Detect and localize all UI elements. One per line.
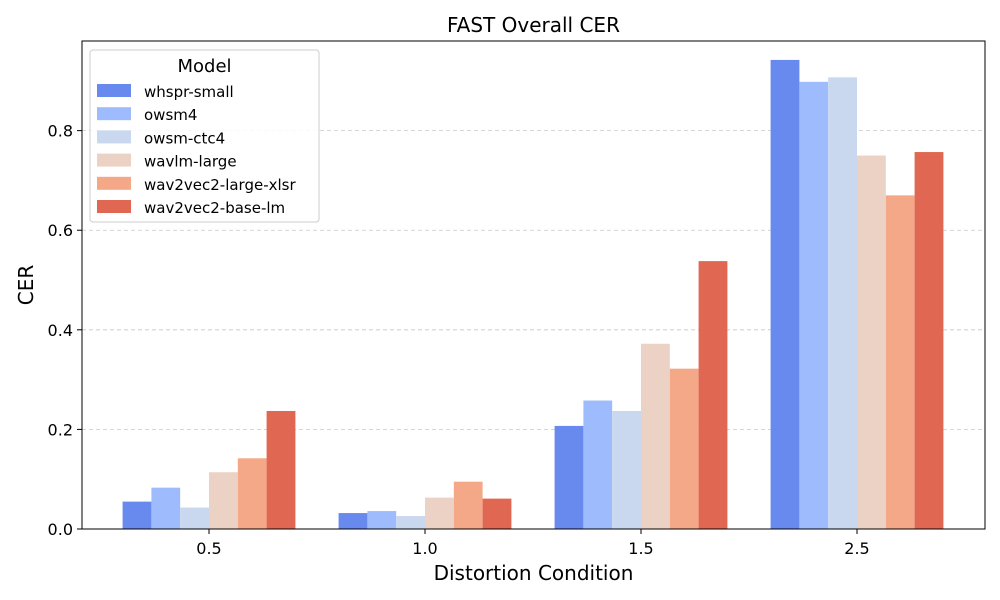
legend-swatch-wav2vec2-large-xlsr <box>97 176 131 190</box>
legend: Model whspr-small owsm4 owsm-ctc4 wavlm-lar… <box>89 49 320 223</box>
bar-wavlm-large-2.5 <box>857 155 886 529</box>
bar-owsm4-0.5 <box>151 487 181 529</box>
bar-wav2vec2-base-lm-1.5 <box>698 261 728 529</box>
bar-wav2vec2-large-xlsr-1.5 <box>669 368 699 529</box>
legend-swatch-owsm4 <box>97 107 131 121</box>
legend-label-whspr-small: whspr-small <box>144 83 234 101</box>
x-tick-label: 0.5 <box>196 539 221 558</box>
bar-wavlm-large-1.5 <box>641 343 670 529</box>
bar-wav2vec2-large-xlsr-2.5 <box>885 195 915 529</box>
bar-wav2vec2-large-xlsr-0.5 <box>237 458 267 529</box>
bar-whspr-small-0.5 <box>122 501 152 529</box>
bar-owsm-ctc4-2.5 <box>828 77 857 530</box>
x-tick-label: 1.5 <box>628 539 653 558</box>
y-tick-label: 0.8 <box>48 122 73 141</box>
bar-owsm-ctc4-1.0 <box>396 516 425 529</box>
legend-swatch-owsm-ctc4 <box>97 130 131 144</box>
legend-swatch-wavlm-large <box>97 153 131 167</box>
bar-whspr-small-1.0 <box>338 513 368 529</box>
legend-label-wavlm-large: wavlm-large <box>144 153 237 171</box>
x-tick-label: 2.5 <box>844 539 869 558</box>
bar-whspr-small-2.5 <box>770 59 800 529</box>
legend-swatch-wav2vec2-base-lm <box>97 200 131 213</box>
bar-wav2vec2-large-xlsr-1.0 <box>453 481 483 529</box>
bar-wav2vec2-base-lm-1.0 <box>482 498 512 529</box>
bar-wavlm-large-1.0 <box>425 497 454 529</box>
y-axis-label: CER <box>14 265 38 306</box>
legend-items: whspr-small owsm4 owsm-ctc4 wavlm-large wav2… <box>97 83 296 217</box>
chart-title: FAST Overall CER <box>447 13 620 37</box>
bar-owsm4-1.0 <box>367 511 397 529</box>
y-axis: 0.0 0.2 0.4 0.6 0.8 <box>48 122 82 539</box>
plot-frame <box>81 40 986 530</box>
x-axis-label: Distortion Condition <box>434 561 634 585</box>
x-tick-label: 1.0 <box>412 539 437 558</box>
bar-owsm-ctc4-0.5 <box>180 507 209 529</box>
y-tick-label: 0.0 <box>48 520 73 539</box>
legend-label-wav2vec2-large-xlsr: wav2vec2-large-xlsr <box>144 176 296 194</box>
legend-label-owsm-ctc4: owsm-ctc4 <box>144 129 225 147</box>
legend-box <box>89 49 320 223</box>
bar-wavlm-large-0.5 <box>209 472 238 529</box>
bar-owsm4-2.5 <box>799 81 829 530</box>
legend-title: Model <box>177 56 231 77</box>
y-tick-label: 0.2 <box>48 420 73 439</box>
bar-owsm4-1.5 <box>583 400 613 529</box>
y-tick-label: 0.6 <box>48 221 73 240</box>
x-axis: 0.5 1.0 1.5 2.5 <box>196 529 870 558</box>
y-tick-label: 0.4 <box>48 321 73 340</box>
bars <box>122 59 944 530</box>
bar-whspr-small-1.5 <box>554 425 584 529</box>
bar-wav2vec2-base-lm-0.5 <box>266 410 296 529</box>
legend-label-owsm4: owsm4 <box>144 106 197 124</box>
legend-label-wav2vec2-base-lm: wav2vec2-base-lm <box>144 199 285 217</box>
bar-owsm-ctc4-1.5 <box>612 410 641 529</box>
bar-wav2vec2-base-lm-2.5 <box>914 152 944 529</box>
legend-swatch-whspr-small <box>97 84 131 97</box>
